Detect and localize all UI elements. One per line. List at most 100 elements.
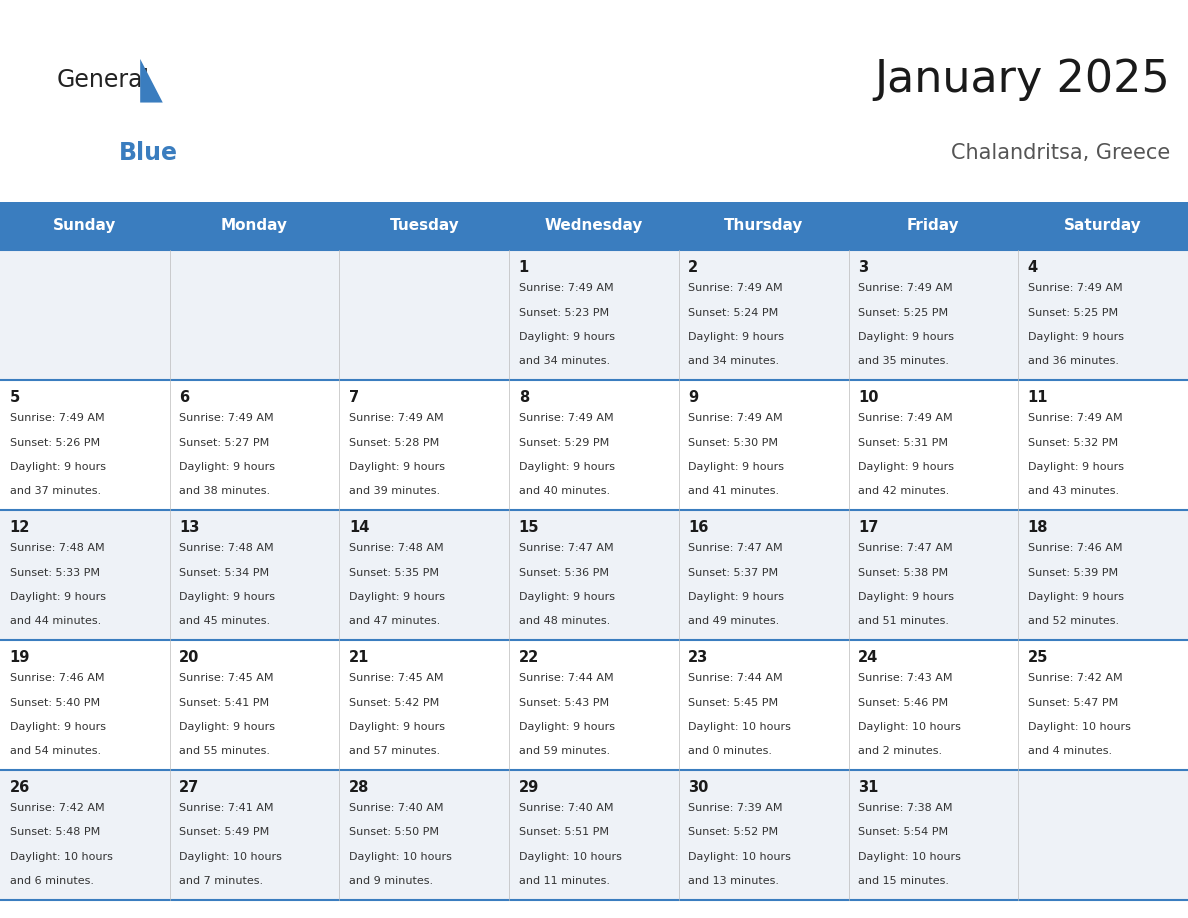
Text: and 38 minutes.: and 38 minutes. xyxy=(179,486,271,496)
Text: Sunrise: 7:49 AM: Sunrise: 7:49 AM xyxy=(858,413,953,423)
Text: and 48 minutes.: and 48 minutes. xyxy=(519,616,609,625)
Text: Sunrise: 7:45 AM: Sunrise: 7:45 AM xyxy=(179,674,273,684)
Text: 31: 31 xyxy=(858,780,878,795)
Text: 24: 24 xyxy=(858,650,878,665)
Text: Sunset: 5:23 PM: Sunset: 5:23 PM xyxy=(519,308,608,318)
Text: Sunrise: 7:42 AM: Sunrise: 7:42 AM xyxy=(1028,674,1123,684)
Text: 2: 2 xyxy=(688,260,699,275)
Text: and 4 minutes.: and 4 minutes. xyxy=(1028,745,1112,756)
Text: Daylight: 9 hours: Daylight: 9 hours xyxy=(349,462,446,472)
Text: Sunrise: 7:41 AM: Sunrise: 7:41 AM xyxy=(179,803,273,813)
Text: Sunset: 5:40 PM: Sunset: 5:40 PM xyxy=(10,698,100,708)
Text: 15: 15 xyxy=(519,521,539,535)
Text: Sunset: 5:35 PM: Sunset: 5:35 PM xyxy=(349,567,438,577)
Text: and 34 minutes.: and 34 minutes. xyxy=(519,355,609,365)
Text: and 45 minutes.: and 45 minutes. xyxy=(179,616,271,625)
Text: and 15 minutes.: and 15 minutes. xyxy=(858,876,949,886)
Text: and 6 minutes.: and 6 minutes. xyxy=(10,876,94,886)
Text: Sunset: 5:25 PM: Sunset: 5:25 PM xyxy=(1028,308,1118,318)
Text: and 44 minutes.: and 44 minutes. xyxy=(10,616,101,625)
Text: and 54 minutes.: and 54 minutes. xyxy=(10,745,101,756)
Text: 30: 30 xyxy=(688,780,709,795)
Text: and 59 minutes.: and 59 minutes. xyxy=(519,745,609,756)
Text: and 37 minutes.: and 37 minutes. xyxy=(10,486,101,496)
Text: Daylight: 9 hours: Daylight: 9 hours xyxy=(1028,331,1124,341)
Text: Sunset: 5:46 PM: Sunset: 5:46 PM xyxy=(858,698,948,708)
Text: Sunrise: 7:49 AM: Sunrise: 7:49 AM xyxy=(179,413,274,423)
Text: and 39 minutes.: and 39 minutes. xyxy=(349,486,440,496)
Text: Chalandritsa, Greece: Chalandritsa, Greece xyxy=(950,143,1170,163)
Text: Sunset: 5:51 PM: Sunset: 5:51 PM xyxy=(519,827,608,837)
Text: Daylight: 9 hours: Daylight: 9 hours xyxy=(1028,591,1124,601)
Text: Sunrise: 7:49 AM: Sunrise: 7:49 AM xyxy=(688,413,783,423)
Polygon shape xyxy=(140,59,163,103)
Text: Sunrise: 7:40 AM: Sunrise: 7:40 AM xyxy=(349,803,443,813)
Bar xyxy=(0,509,1188,640)
Text: Sunset: 5:26 PM: Sunset: 5:26 PM xyxy=(10,438,100,448)
Text: Sunset: 5:48 PM: Sunset: 5:48 PM xyxy=(10,827,100,837)
Text: and 40 minutes.: and 40 minutes. xyxy=(519,486,609,496)
Text: Daylight: 9 hours: Daylight: 9 hours xyxy=(10,591,106,601)
Text: and 35 minutes.: and 35 minutes. xyxy=(858,355,949,365)
Text: 17: 17 xyxy=(858,521,878,535)
Text: Sunset: 5:31 PM: Sunset: 5:31 PM xyxy=(858,438,948,448)
Text: 20: 20 xyxy=(179,650,200,665)
Text: Sunset: 5:52 PM: Sunset: 5:52 PM xyxy=(688,827,778,837)
Text: Blue: Blue xyxy=(119,141,178,165)
Text: Thursday: Thursday xyxy=(723,218,803,233)
Text: 10: 10 xyxy=(858,390,879,405)
Text: 3: 3 xyxy=(858,260,868,275)
Text: Sunset: 5:42 PM: Sunset: 5:42 PM xyxy=(349,698,440,708)
Text: 5: 5 xyxy=(10,390,20,405)
Text: Daylight: 9 hours: Daylight: 9 hours xyxy=(688,591,784,601)
Text: and 0 minutes.: and 0 minutes. xyxy=(688,745,772,756)
Text: Sunday: Sunday xyxy=(53,218,116,233)
Bar xyxy=(0,769,1188,900)
Text: 18: 18 xyxy=(1028,521,1048,535)
Text: and 11 minutes.: and 11 minutes. xyxy=(519,876,609,886)
Text: Daylight: 9 hours: Daylight: 9 hours xyxy=(519,722,614,732)
Text: Daylight: 9 hours: Daylight: 9 hours xyxy=(858,591,954,601)
Text: 16: 16 xyxy=(688,521,709,535)
Text: 4: 4 xyxy=(1028,260,1038,275)
Text: Sunrise: 7:39 AM: Sunrise: 7:39 AM xyxy=(688,803,783,813)
Text: Daylight: 10 hours: Daylight: 10 hours xyxy=(688,722,791,732)
Text: Daylight: 10 hours: Daylight: 10 hours xyxy=(10,852,113,862)
Text: Sunrise: 7:43 AM: Sunrise: 7:43 AM xyxy=(858,674,953,684)
Text: Sunrise: 7:49 AM: Sunrise: 7:49 AM xyxy=(1028,284,1123,294)
Text: 11: 11 xyxy=(1028,390,1048,405)
Text: General: General xyxy=(57,68,150,92)
Text: Sunset: 5:32 PM: Sunset: 5:32 PM xyxy=(1028,438,1118,448)
Text: Daylight: 9 hours: Daylight: 9 hours xyxy=(179,462,276,472)
Text: Sunset: 5:25 PM: Sunset: 5:25 PM xyxy=(858,308,948,318)
Text: Sunset: 5:30 PM: Sunset: 5:30 PM xyxy=(688,438,778,448)
Text: Daylight: 9 hours: Daylight: 9 hours xyxy=(688,462,784,472)
Text: 6: 6 xyxy=(179,390,189,405)
Text: Wednesday: Wednesday xyxy=(545,218,643,233)
Text: and 2 minutes.: and 2 minutes. xyxy=(858,745,942,756)
Text: and 57 minutes.: and 57 minutes. xyxy=(349,745,440,756)
Text: Sunrise: 7:46 AM: Sunrise: 7:46 AM xyxy=(10,674,105,684)
Text: Sunrise: 7:49 AM: Sunrise: 7:49 AM xyxy=(349,413,443,423)
Text: Sunset: 5:28 PM: Sunset: 5:28 PM xyxy=(349,438,440,448)
Text: and 7 minutes.: and 7 minutes. xyxy=(179,876,264,886)
Text: Sunset: 5:34 PM: Sunset: 5:34 PM xyxy=(179,567,270,577)
Text: and 34 minutes.: and 34 minutes. xyxy=(688,355,779,365)
Text: and 51 minutes.: and 51 minutes. xyxy=(858,616,949,625)
Text: Daylight: 9 hours: Daylight: 9 hours xyxy=(519,591,614,601)
Text: Sunset: 5:24 PM: Sunset: 5:24 PM xyxy=(688,308,778,318)
Text: Sunset: 5:33 PM: Sunset: 5:33 PM xyxy=(10,567,100,577)
Text: Daylight: 10 hours: Daylight: 10 hours xyxy=(858,722,961,732)
Text: and 52 minutes.: and 52 minutes. xyxy=(1028,616,1119,625)
Text: Sunrise: 7:44 AM: Sunrise: 7:44 AM xyxy=(688,674,783,684)
Text: Sunset: 5:54 PM: Sunset: 5:54 PM xyxy=(858,827,948,837)
Text: 22: 22 xyxy=(519,650,539,665)
Text: January 2025: January 2025 xyxy=(874,59,1170,101)
Text: Daylight: 9 hours: Daylight: 9 hours xyxy=(519,331,614,341)
Text: Monday: Monday xyxy=(221,218,287,233)
Text: and 55 minutes.: and 55 minutes. xyxy=(179,745,270,756)
Text: and 49 minutes.: and 49 minutes. xyxy=(688,616,779,625)
Text: Daylight: 9 hours: Daylight: 9 hours xyxy=(10,462,106,472)
Text: Daylight: 10 hours: Daylight: 10 hours xyxy=(349,852,451,862)
Text: Sunrise: 7:46 AM: Sunrise: 7:46 AM xyxy=(1028,543,1123,554)
